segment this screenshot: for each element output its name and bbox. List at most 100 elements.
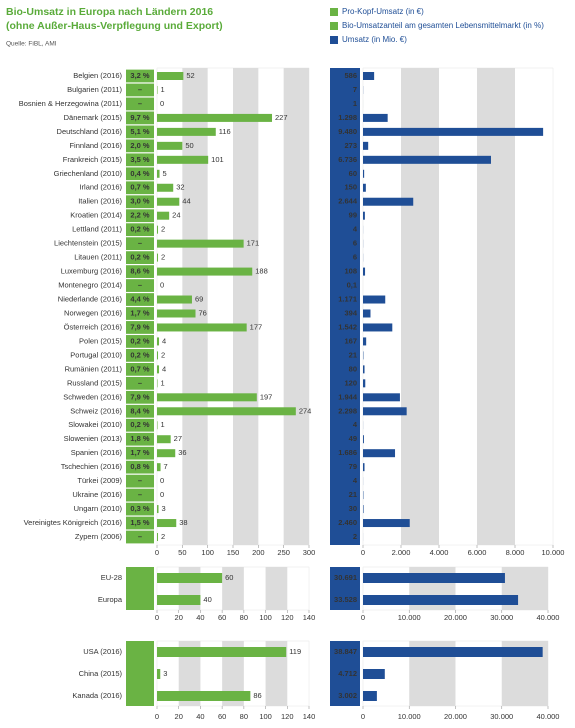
share-label: 1,5 % bbox=[130, 518, 150, 527]
bar bbox=[157, 141, 183, 150]
category-label: Vereinigtes Königreich (2016) bbox=[24, 518, 123, 527]
value-label: 0 bbox=[160, 99, 164, 108]
x-tick-label: 0 bbox=[155, 712, 159, 721]
value-label: 27 bbox=[174, 434, 182, 443]
bar bbox=[157, 85, 158, 94]
value-label: 1.171 bbox=[338, 295, 357, 304]
value-label: 2 bbox=[161, 225, 165, 234]
grid-band bbox=[265, 567, 288, 610]
category-label: Belgien (2016) bbox=[73, 71, 122, 80]
x-tick-label: 200 bbox=[252, 548, 265, 557]
x-tick-label: 40 bbox=[196, 712, 204, 721]
x-tick-label: 0 bbox=[155, 548, 159, 557]
bar bbox=[363, 72, 375, 80]
share-label: 7,9 % bbox=[130, 392, 150, 401]
share-label: 0,7 % bbox=[130, 183, 150, 192]
value-label: 197 bbox=[260, 392, 273, 401]
bar bbox=[157, 337, 160, 346]
share-box bbox=[126, 446, 154, 460]
value-label: 188 bbox=[255, 267, 268, 276]
bar bbox=[363, 669, 385, 679]
share-label: – bbox=[138, 378, 142, 387]
value-label: 167 bbox=[344, 336, 357, 345]
x-tick-label: 10.000 bbox=[398, 712, 421, 721]
x-tick-label: 120 bbox=[281, 712, 294, 721]
bar bbox=[157, 72, 184, 80]
bar bbox=[157, 211, 170, 220]
category-label: EU-28 bbox=[101, 573, 122, 582]
share-label: 1,8 % bbox=[130, 434, 150, 443]
value-label: 274 bbox=[299, 406, 312, 415]
share-box bbox=[126, 265, 154, 278]
share-label: 1,7 % bbox=[130, 448, 150, 457]
grid-band bbox=[265, 641, 288, 706]
bar bbox=[363, 113, 388, 122]
bar bbox=[157, 379, 158, 388]
value-label: 2 bbox=[353, 532, 357, 541]
value-label: 6 bbox=[353, 239, 357, 248]
value-label: 52 bbox=[186, 71, 194, 80]
share-box bbox=[126, 516, 154, 530]
legend-swatch bbox=[330, 22, 338, 30]
value-label: 86 bbox=[253, 691, 261, 700]
bar bbox=[157, 365, 160, 374]
value-label: 1.298 bbox=[338, 113, 357, 122]
share-label: 0,2 % bbox=[130, 336, 150, 345]
bar bbox=[363, 183, 366, 192]
value-label: 0,1 bbox=[347, 281, 357, 290]
value-label: 150 bbox=[344, 183, 357, 192]
bar bbox=[363, 169, 365, 178]
x-tick-label: 120 bbox=[281, 613, 294, 622]
bar bbox=[157, 155, 209, 164]
share-label: – bbox=[138, 532, 142, 541]
value-label: 49 bbox=[349, 434, 357, 443]
share-label: 0,2 % bbox=[130, 350, 150, 359]
x-tick-label: 60 bbox=[218, 613, 226, 622]
bar bbox=[157, 505, 159, 514]
category-label: Lettland (2011) bbox=[72, 225, 122, 234]
bar bbox=[157, 407, 296, 416]
bar bbox=[363, 505, 364, 514]
share-label: 0,2 % bbox=[130, 253, 150, 262]
x-tick-label: 0 bbox=[155, 613, 159, 622]
bar bbox=[157, 197, 180, 206]
bar bbox=[157, 225, 159, 234]
value-label: 50 bbox=[185, 141, 193, 150]
x-tick-label: 40.000 bbox=[537, 712, 560, 721]
value-label: 2 bbox=[161, 350, 165, 359]
bar bbox=[363, 573, 505, 583]
x-tick-label: 20 bbox=[175, 613, 183, 622]
share-box bbox=[126, 139, 154, 153]
x-tick-label: 0 bbox=[361, 712, 365, 721]
category-label: Schweiz (2016) bbox=[70, 406, 122, 415]
share-label: 0,2 % bbox=[130, 420, 150, 429]
share-box bbox=[126, 376, 154, 390]
category-label: Montenegro (2014) bbox=[58, 281, 122, 290]
bar bbox=[363, 127, 544, 136]
share-box bbox=[126, 307, 154, 320]
bar bbox=[157, 519, 177, 528]
value-label: 4 bbox=[162, 364, 166, 373]
x-tick-label: 4.000 bbox=[430, 548, 449, 557]
share-label: – bbox=[138, 99, 142, 108]
x-tick-label: 300 bbox=[303, 548, 316, 557]
share-box bbox=[126, 97, 154, 111]
value-label: 1.542 bbox=[338, 322, 357, 331]
share-label: 3,0 % bbox=[130, 197, 150, 206]
share-box bbox=[126, 460, 154, 474]
share-box bbox=[126, 349, 154, 362]
category-label: Finnland (2016) bbox=[69, 141, 122, 150]
source: Quelle: FiBL, AMI bbox=[6, 41, 57, 48]
share-label: 5,1 % bbox=[130, 127, 150, 136]
share-box bbox=[126, 335, 154, 348]
value-label: 1 bbox=[353, 99, 357, 108]
share-box bbox=[126, 125, 154, 139]
share-label: 8,4 % bbox=[130, 406, 150, 415]
value-label: 171 bbox=[247, 239, 260, 248]
value-label: 7 bbox=[353, 85, 357, 94]
share-label: 9,7 % bbox=[130, 113, 150, 122]
value-label: 6.736 bbox=[338, 155, 357, 164]
bar bbox=[363, 365, 365, 374]
category-label: Rumänien (2011) bbox=[65, 364, 123, 373]
value-label: 273 bbox=[344, 141, 357, 150]
